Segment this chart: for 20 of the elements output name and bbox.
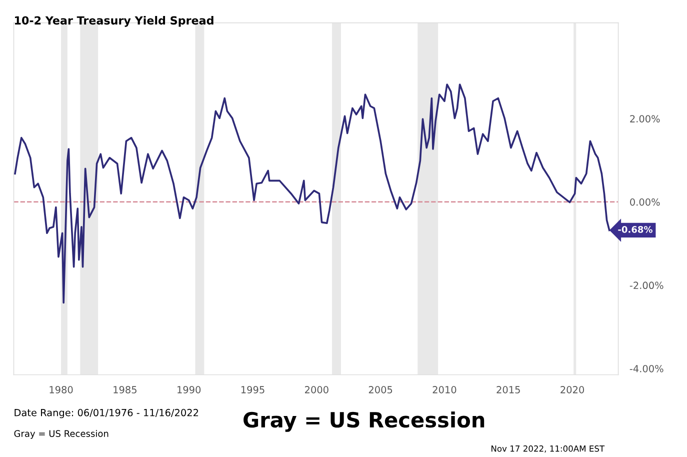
- chart-title: 10-2 Year Treasury Yield Spread: [14, 16, 214, 27]
- x-tick-label: 1980: [50, 386, 73, 394]
- y-tick-label: 0.00%: [630, 198, 660, 206]
- x-tick-label: 2005: [368, 386, 392, 394]
- y-tick-label: -2.00%: [630, 282, 664, 290]
- x-tick-label: 1995: [241, 386, 264, 394]
- text: Gray = US Recession: [244, 412, 484, 432]
- x-tick-label: 2015: [496, 386, 520, 394]
- text: Gray = US Recession: [14, 430, 108, 439]
- x-tick-label: 2010: [432, 386, 456, 394]
- y-tick-label: -4.00%: [630, 364, 664, 372]
- text: Date Range: 06/01/1976 - 11/16/2022: [14, 408, 198, 418]
- x-tick-label: 2020: [560, 386, 584, 394]
- x-tick-label: 1990: [178, 386, 201, 394]
- line-series: [14, 84, 610, 304]
- x-tick-label: 2000: [305, 386, 328, 394]
- y-tick-label: 2.00%: [630, 115, 660, 122]
- x-tick-label: 1985: [114, 386, 136, 394]
- annotation: -0.68%: [618, 226, 652, 233]
- text: Nov 17 2022, 11:00AM EST: [492, 445, 605, 453]
